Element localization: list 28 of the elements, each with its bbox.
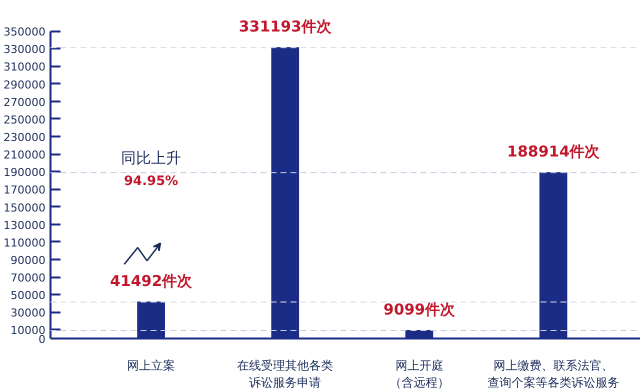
x-tick-label: 网上缴费、联系法官、查询个案等各类诉讼服务: [487, 358, 620, 390]
data-label: 188914件次: [507, 142, 601, 161]
y-tick-label: 250000: [4, 113, 46, 126]
y-tick-label: 230000: [4, 130, 46, 144]
y-tick-label: 70000: [10, 272, 46, 285]
x-tick-label: 网上立案: [127, 358, 176, 372]
y-tick-label: 190000: [4, 166, 46, 180]
y-tick-label: 150000: [4, 201, 46, 214]
y-tick-label: 30000: [10, 306, 46, 320]
annotation: 94.95%: [124, 174, 178, 190]
y-tick-label: 210000: [4, 148, 46, 162]
y-tick-label: 310000: [4, 60, 46, 74]
y-tick-label: 330000: [4, 43, 46, 56]
y-tick-label: 0: [38, 333, 46, 346]
y-tick-label: 110000: [4, 236, 46, 250]
data-label: 9099件次: [383, 300, 456, 319]
y-tick-label: 50000: [10, 289, 46, 302]
x-tick-label: 在线受理其他各类诉讼服务申请: [237, 358, 334, 390]
y-tick-label: 290000: [4, 78, 46, 92]
y-tick-label: 270000: [4, 96, 46, 109]
data-label: 41492件次: [110, 272, 194, 290]
y-tick-label: 130000: [4, 218, 46, 232]
data-label: 331193件次: [238, 18, 332, 36]
y-tick-label: 350000: [4, 26, 46, 39]
x-tick-label: 网上开庭（含远程）: [389, 358, 450, 390]
annotation: 同比上升: [121, 149, 182, 168]
y-tick-label: 90000: [10, 254, 46, 267]
y-tick-label: 170000: [4, 184, 46, 197]
